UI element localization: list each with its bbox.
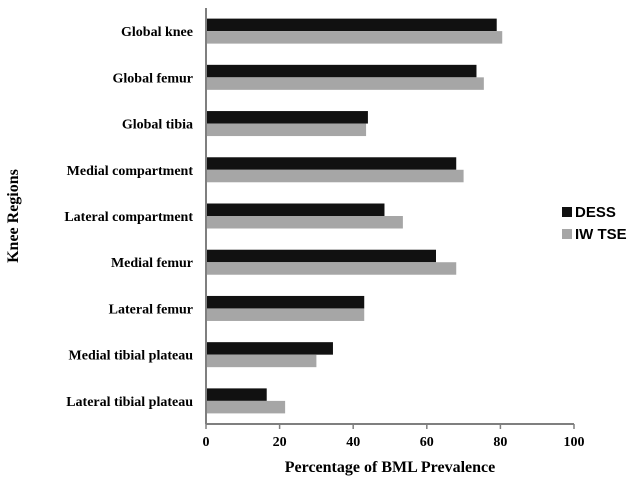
- legend: DESS IW TSE: [562, 204, 627, 243]
- bar-iw-tse-medial-compartment: [206, 169, 464, 183]
- bar-dess-medial-compartment: [206, 157, 457, 170]
- x-tick-label-100: 100: [564, 435, 585, 450]
- category-label-global-femur: Global femur: [113, 71, 194, 86]
- y-axis-title: Knee Regions: [5, 169, 22, 263]
- bar-dess-global-femur: [206, 64, 477, 78]
- bar-iw-tse-global-knee: [206, 31, 503, 44]
- category-labels: Global knee Global femur Global tibia Media…: [64, 25, 193, 410]
- bar-dess-medial-tibial-plateau: [206, 342, 333, 355]
- bar-dess-medial-femur: [206, 249, 436, 263]
- bar-dess-global-knee: [206, 18, 497, 32]
- bar-dess-lateral-compartment: [206, 203, 385, 216]
- legend-label-iw-tse: IW TSE: [575, 226, 627, 243]
- bar-iw-tse-lateral-compartment: [206, 216, 403, 229]
- x-axis-title: Percentage of BML Prevalence: [285, 459, 495, 476]
- bar-iw-tse-global-tibia: [206, 123, 367, 137]
- x-tick-label-20: 20: [273, 435, 287, 450]
- legend-label-dess: DESS: [575, 204, 616, 221]
- x-tick-label-60: 60: [420, 435, 434, 450]
- x-ticks: 0 20 40 60 80 100: [203, 424, 585, 450]
- bar-iw-tse-lateral-tibial-plateau: [206, 400, 286, 414]
- bar-iw-tse-lateral-femur: [206, 308, 365, 321]
- category-label-lateral-femur: Lateral femur: [109, 302, 193, 317]
- category-label-medial-compartment: Medial compartment: [67, 164, 194, 179]
- x-tick-label-0: 0: [203, 435, 210, 450]
- category-label-medial-tibial-plateau: Medial tibial plateau: [69, 349, 194, 364]
- bar-iw-tse-medial-femur: [206, 262, 457, 275]
- x-tick-label-40: 40: [346, 435, 360, 450]
- category-label-medial-femur: Medial femur: [111, 256, 193, 271]
- category-label-global-knee: Global knee: [121, 25, 193, 40]
- bar-iw-tse-medial-tibial-plateau: [206, 354, 317, 368]
- legend-swatch-iw-tse: [562, 229, 572, 239]
- category-label-global-tibia: Global tibia: [122, 118, 193, 133]
- bar-dess-global-tibia: [206, 111, 368, 124]
- bar-dess-lateral-femur: [206, 295, 365, 309]
- bars-group: [206, 18, 503, 414]
- category-label-lateral-tibial-plateau: Lateral tibial plateau: [66, 395, 193, 410]
- category-label-lateral-compartment: Lateral compartment: [64, 210, 193, 225]
- bar-dess-lateral-tibial-plateau: [206, 388, 267, 401]
- bar-iw-tse-global-femur: [206, 77, 484, 90]
- legend-swatch-dess: [562, 207, 572, 217]
- x-tick-label-80: 80: [493, 435, 507, 450]
